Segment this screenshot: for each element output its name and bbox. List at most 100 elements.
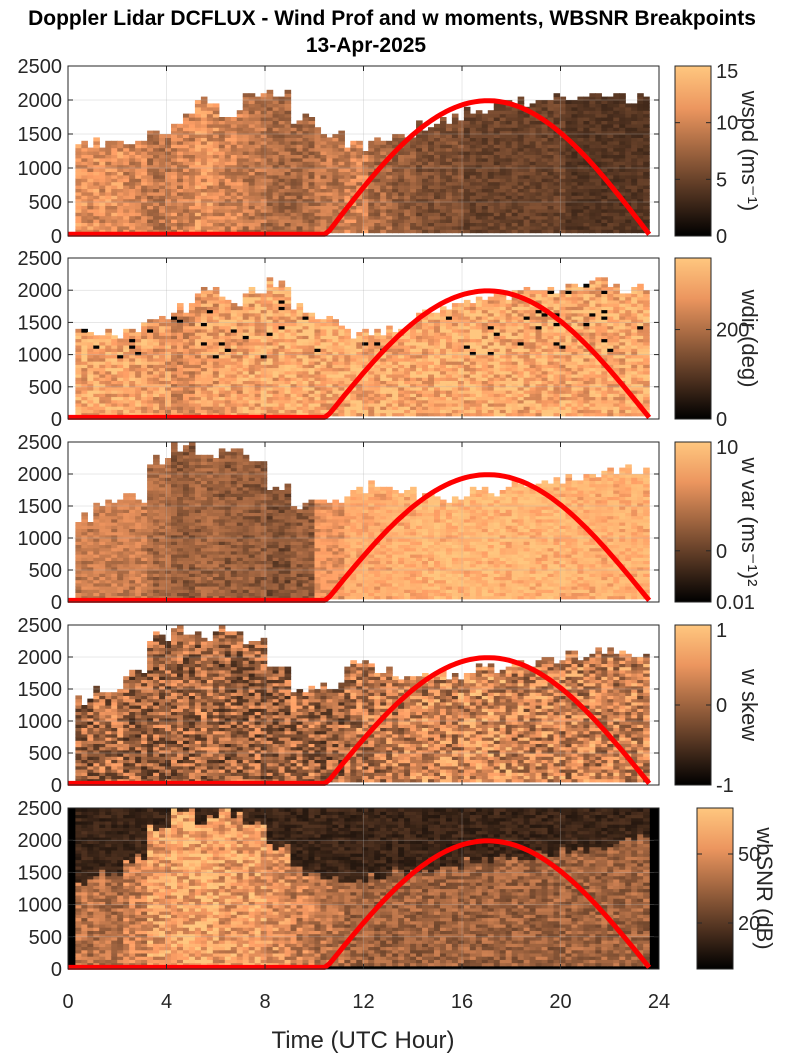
heatmap-cell <box>619 110 626 115</box>
heatmap-cell <box>308 373 316 378</box>
heatmap-cell <box>344 344 351 349</box>
heatmap-cell <box>200 328 208 333</box>
heatmap-cell <box>469 113 477 118</box>
heatmap-cell <box>320 390 328 394</box>
heatmap-cell <box>165 215 172 220</box>
heatmap-cell <box>487 157 495 162</box>
heatmap-cell <box>326 185 333 189</box>
heatmap-cell <box>475 222 483 227</box>
heatmap-cell <box>362 151 369 155</box>
heatmap-cell <box>368 161 375 166</box>
heatmap-cell <box>439 178 447 183</box>
heatmap-cell <box>517 110 525 115</box>
heatmap-cell <box>87 151 94 155</box>
heatmap-cell <box>374 373 381 378</box>
heatmap-cell <box>296 205 304 210</box>
heatmap-cell <box>344 168 351 172</box>
heatmap-cell <box>111 225 118 230</box>
heatmap-cell <box>75 328 82 333</box>
heatmap-cell <box>200 344 208 349</box>
heatmap-cell <box>481 212 489 217</box>
heatmap-cell <box>451 222 459 227</box>
heatmap-cell <box>535 195 543 200</box>
heatmap-cell <box>182 120 190 125</box>
heatmap-cell <box>571 147 579 152</box>
heatmap-cell <box>356 185 363 189</box>
heatmap-cell <box>475 120 483 125</box>
heatmap-cell <box>212 390 220 394</box>
heatmap-cell <box>625 137 632 142</box>
heatmap-cell <box>242 96 250 101</box>
heatmap-cell <box>266 100 274 104</box>
heatmap-cell <box>529 103 537 108</box>
heatmap-cell <box>111 195 118 200</box>
heatmap-cell <box>236 137 244 142</box>
heatmap-cell <box>302 208 310 213</box>
heatmap-cell <box>493 191 501 196</box>
heatmap-cell <box>362 229 369 234</box>
heatmap-cell <box>147 137 154 142</box>
heatmap-cell <box>242 164 250 169</box>
heatmap-cell <box>410 222 417 227</box>
heatmap-cell <box>272 290 280 295</box>
heatmap-cells <box>75 277 650 417</box>
heatmap-cell <box>577 222 585 227</box>
heatmap-cell <box>266 137 274 142</box>
heatmap-cell <box>260 147 268 152</box>
heatmap-cell <box>248 198 256 203</box>
heatmap-cell <box>320 338 328 343</box>
heatmap-cell <box>147 205 154 210</box>
heatmap-cell <box>81 344 88 349</box>
heatmap-cell <box>463 147 471 152</box>
heatmap-cell <box>254 96 262 101</box>
heatmap-cell <box>326 219 333 223</box>
heatmap-cell <box>159 338 166 343</box>
heatmap-cell <box>487 208 495 213</box>
heatmap-cell <box>93 208 100 213</box>
heatmap-cell <box>386 412 393 417</box>
heatmap-cell <box>332 157 339 162</box>
heatmap-cell <box>81 174 88 179</box>
heatmap-cell <box>159 377 166 381</box>
heatmap-cell <box>332 338 339 343</box>
heatmap-cell <box>320 335 328 340</box>
heatmap-cell <box>481 154 489 159</box>
heatmap-cell <box>356 402 363 407</box>
heatmap-cell <box>260 130 268 135</box>
heatmap-cell <box>141 229 148 234</box>
heatmap-cell <box>332 335 339 340</box>
heatmap-cell <box>475 225 483 230</box>
heatmap-cell <box>583 178 590 183</box>
heatmap-cell <box>224 361 232 365</box>
heatmap-cell <box>135 402 142 407</box>
heatmap-cell <box>571 225 579 230</box>
heatmap-cell <box>326 380 333 385</box>
heatmap-cell <box>254 185 262 189</box>
heatmap-cell <box>81 188 88 193</box>
heatmap-cell <box>194 335 202 340</box>
heatmap-cell <box>93 377 100 381</box>
heatmap-cell <box>589 157 596 162</box>
heatmap-cell <box>284 409 292 414</box>
heatmap-cell <box>302 147 310 152</box>
heatmap-cell <box>302 188 310 193</box>
heatmap-cell <box>637 127 644 132</box>
heatmap-cell <box>111 409 118 414</box>
heatmap-cell <box>374 140 381 145</box>
heatmap-cell <box>565 225 573 230</box>
heatmap-cell <box>445 222 453 227</box>
heatmap-cell <box>272 127 280 132</box>
heatmap-cell <box>619 154 626 159</box>
heatmap-cell <box>159 229 166 234</box>
heatmap-cell <box>505 171 513 176</box>
heatmap-cell <box>135 161 142 166</box>
heatmap-cell <box>93 354 100 359</box>
heatmap-cell <box>314 322 322 327</box>
heatmap-cell <box>230 319 238 323</box>
heatmap-cell <box>153 212 160 217</box>
heatmap-cell <box>404 205 411 210</box>
heatmap-cell <box>135 396 142 401</box>
heatmap-cell <box>224 123 232 128</box>
heatmap-cell <box>194 409 202 414</box>
heatmap-cell <box>171 208 178 213</box>
